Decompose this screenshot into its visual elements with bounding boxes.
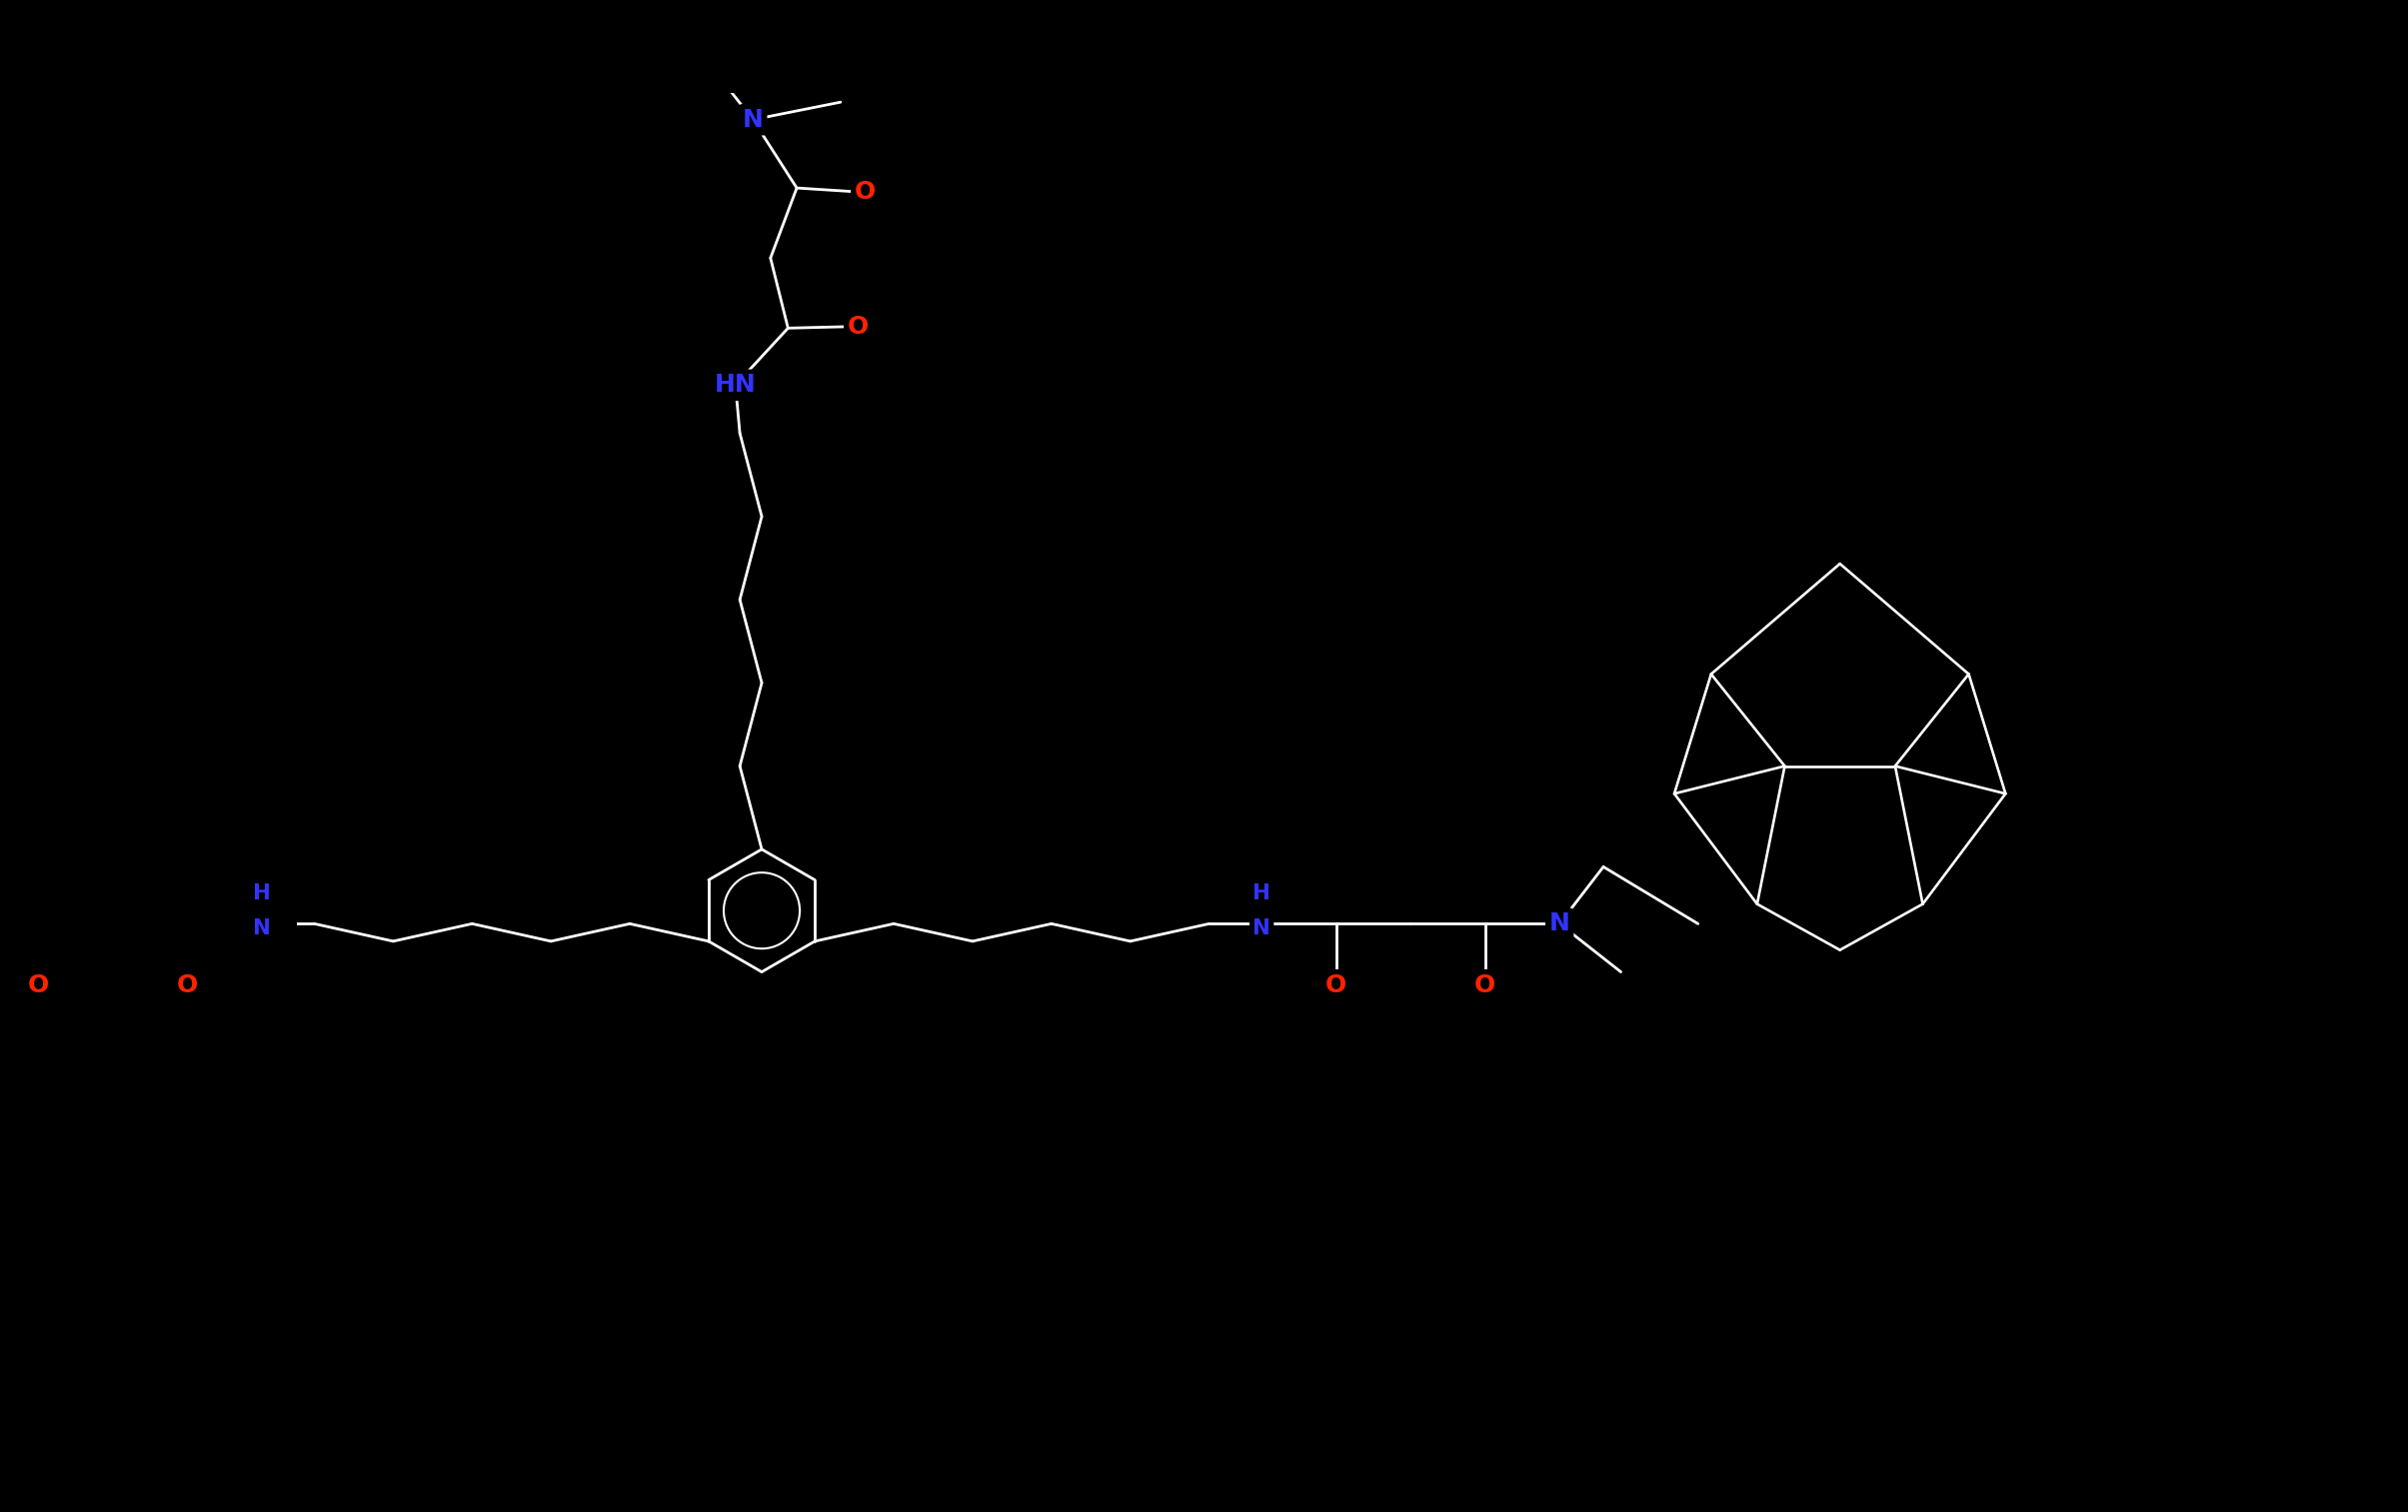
Text: O: O: [855, 180, 877, 204]
Text: N: N: [742, 107, 763, 132]
Text: N: N: [1252, 918, 1271, 937]
Text: HN: HN: [715, 373, 756, 398]
Text: O: O: [176, 974, 197, 996]
Text: O: O: [1474, 974, 1495, 996]
Text: H: H: [253, 883, 270, 903]
Text: N: N: [1548, 912, 1570, 936]
Text: O: O: [848, 314, 869, 339]
Text: O: O: [1324, 974, 1346, 996]
Text: O: O: [29, 974, 48, 996]
Text: H: H: [1252, 883, 1271, 903]
Text: N: N: [253, 918, 270, 937]
